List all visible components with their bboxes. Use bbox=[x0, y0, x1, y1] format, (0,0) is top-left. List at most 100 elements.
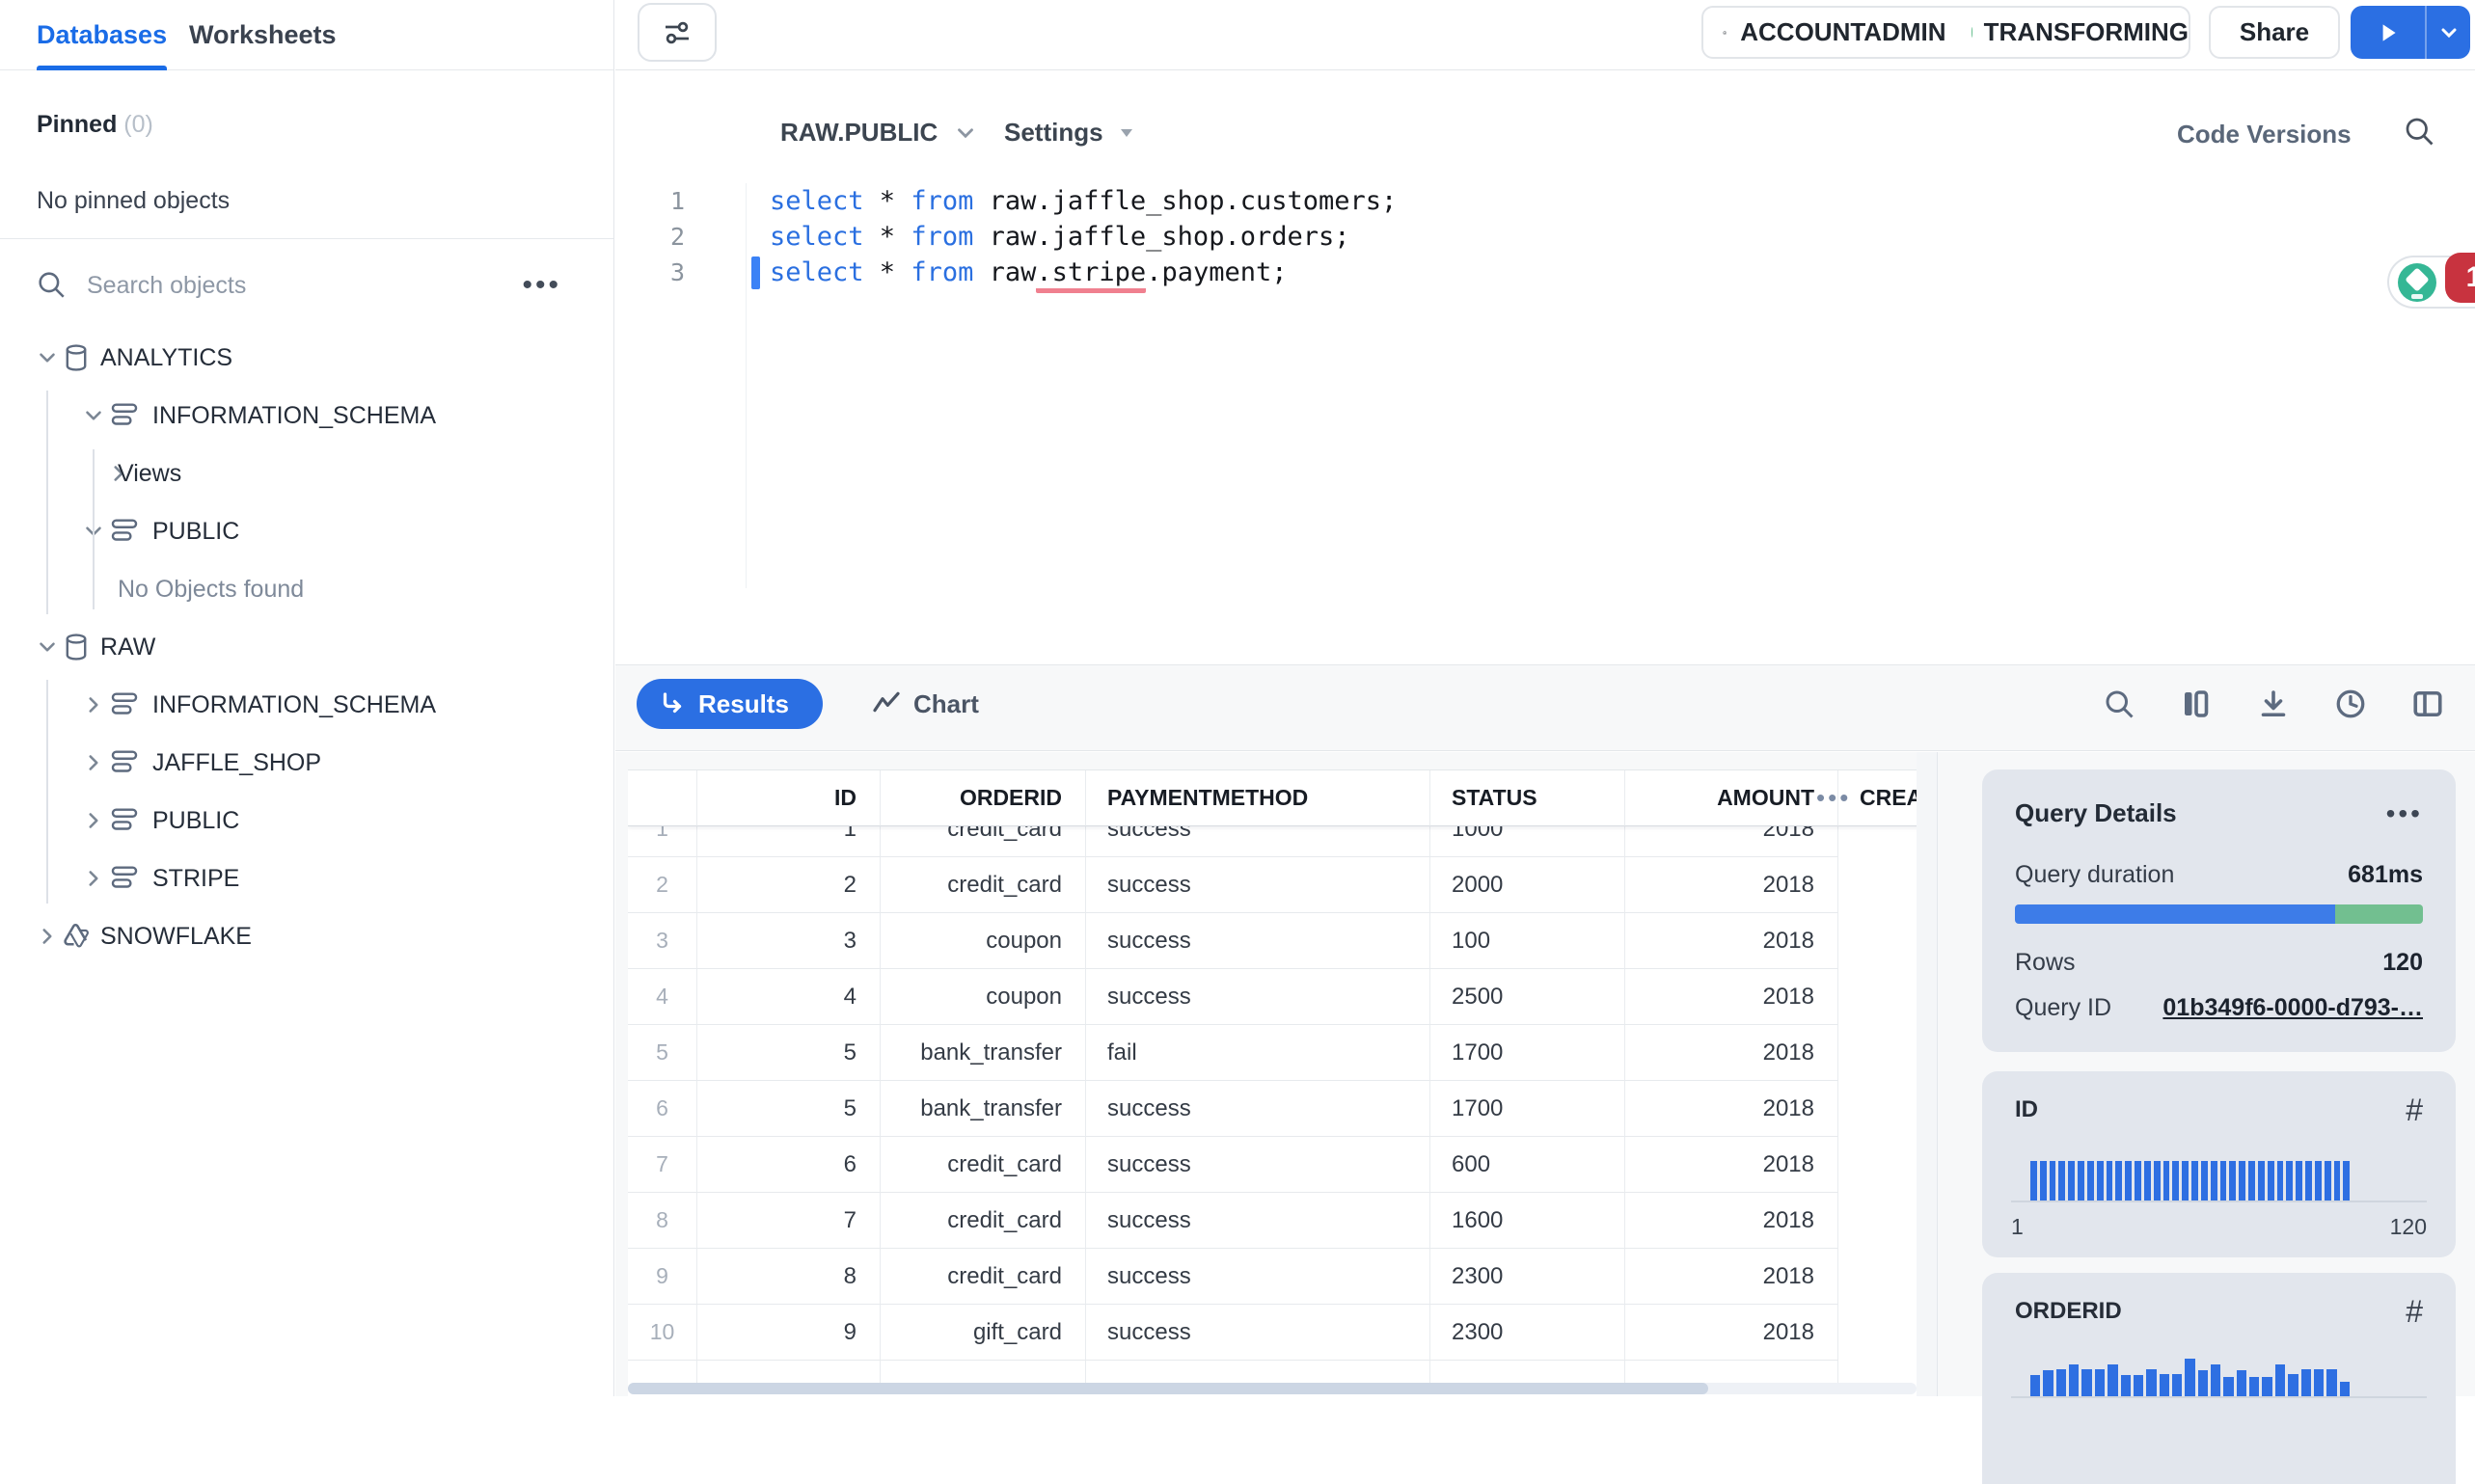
columns-icon[interactable] bbox=[2178, 686, 2215, 722]
tree-item-analytics[interactable]: ANALYTICS bbox=[0, 329, 613, 387]
cell-amount[interactable]: 2018 bbox=[1625, 913, 1838, 969]
cell-paymentmethod[interactable]: success bbox=[1086, 1193, 1430, 1249]
cell-paymentmethod[interactable]: success bbox=[1086, 1249, 1430, 1305]
cell-orderid[interactable]: bank_transfer bbox=[881, 1025, 1086, 1081]
cell-amount[interactable]: 2018 bbox=[1625, 1025, 1838, 1081]
chevron-down-icon[interactable] bbox=[81, 403, 106, 428]
cell-amount[interactable]: 2018 bbox=[1625, 1305, 1838, 1361]
code-line-1[interactable]: 1 select * from raw.jaffle_shop.customers… bbox=[615, 183, 2475, 219]
query-history-clock-icon[interactable] bbox=[2332, 686, 2369, 722]
chevron-down-icon[interactable] bbox=[35, 634, 60, 660]
chevron-right-icon[interactable] bbox=[81, 866, 106, 891]
tab-worksheets[interactable]: Worksheets bbox=[189, 0, 337, 70]
cell-amount[interactable]: 2018 bbox=[1625, 969, 1838, 1025]
share-button[interactable]: Share bbox=[2209, 6, 2340, 59]
cell-status[interactable]: 1700 bbox=[1430, 1081, 1625, 1137]
cell-paymentmethod[interactable]: success bbox=[1086, 913, 1430, 969]
code-line-3[interactable]: 3 select * from raw.stripe.payment; bbox=[615, 255, 2475, 293]
tree-item-public[interactable]: PUBLIC bbox=[0, 502, 613, 560]
chevron-right-icon[interactable] bbox=[81, 750, 106, 775]
database-schema-selector[interactable]: RAW.PUBLIC bbox=[780, 118, 978, 148]
tree-item-views[interactable]: Views bbox=[0, 445, 613, 502]
cell-amount[interactable]: 2018 bbox=[1625, 1193, 1838, 1249]
cell-paymentmethod[interactable]: success bbox=[1086, 1305, 1430, 1361]
cell-id[interactable]: 9 bbox=[697, 1305, 881, 1361]
cell-status[interactable]: 2000 bbox=[1430, 857, 1625, 913]
cell-id[interactable]: 8 bbox=[697, 1249, 881, 1305]
cell-id[interactable]: 1 bbox=[697, 826, 881, 857]
cell-id[interactable]: 6 bbox=[697, 1137, 881, 1193]
search-options-ellipsis-icon[interactable]: ••• bbox=[522, 269, 561, 301]
cell-orderid[interactable]: credit_card bbox=[881, 826, 1086, 857]
cell-id[interactable]: 3 bbox=[697, 913, 881, 969]
numeric-column-hash-icon[interactable]: # bbox=[2406, 1093, 2423, 1127]
cell-status[interactable]: 600 bbox=[1430, 1137, 1625, 1193]
cell-status[interactable]: 2500 bbox=[1430, 969, 1625, 1025]
cell-id[interactable]: 5 bbox=[697, 1081, 881, 1137]
cell-status[interactable]: 100 bbox=[1430, 913, 1625, 969]
editor-search-icon[interactable] bbox=[2402, 114, 2436, 148]
cell-paymentmethod[interactable]: success bbox=[1086, 826, 1430, 857]
cell-status[interactable]: 2300 bbox=[1430, 1249, 1625, 1305]
cell-amount[interactable]: 2018 bbox=[1625, 826, 1838, 857]
run-button[interactable] bbox=[2351, 6, 2427, 59]
context-selector-button[interactable]: ACCOUNTADMIN TRANSFORMING bbox=[1701, 6, 2190, 59]
tab-results[interactable]: Results bbox=[637, 679, 823, 729]
column-header-status[interactable]: STATUS bbox=[1430, 770, 1625, 826]
column-header-orderid[interactable]: ORDERID bbox=[881, 770, 1086, 826]
cell-id[interactable]: 7 bbox=[697, 1193, 881, 1249]
query-id-link[interactable]: 01b349f6-0000-d793-… bbox=[2162, 994, 2423, 1021]
cell-id[interactable]: 5 bbox=[697, 1025, 881, 1081]
tree-item-information-schema[interactable]: INFORMATION_SCHEMA bbox=[0, 387, 613, 445]
chevron-right-icon[interactable] bbox=[106, 461, 131, 486]
code-line-2[interactable]: 2 select * from raw.jaffle_shop.orders; bbox=[615, 219, 2475, 255]
cell-orderid[interactable]: bank_transfer bbox=[881, 1081, 1086, 1137]
cell-amount[interactable]: 2018 bbox=[1625, 1137, 1838, 1193]
cell-orderid[interactable]: coupon bbox=[881, 969, 1086, 1025]
cell-paymentmethod[interactable]: success bbox=[1086, 857, 1430, 913]
settings-dropdown[interactable]: Settings bbox=[1004, 118, 1136, 148]
row-number-header[interactable] bbox=[628, 770, 697, 826]
copilot-suggestion-pill[interactable]: 1 bbox=[2387, 253, 2475, 309]
cell-status[interactable]: 1700 bbox=[1430, 1025, 1625, 1081]
code-versions-link[interactable]: Code Versions bbox=[2177, 120, 2352, 148]
column-header-amount[interactable]: AMOUNT bbox=[1625, 770, 1838, 826]
cell-amount[interactable]: 2018 bbox=[1625, 1249, 1838, 1305]
tree-item-jaffle-shop[interactable]: JAFFLE_SHOP bbox=[0, 734, 613, 792]
cell-status[interactable]: 2300 bbox=[1430, 1305, 1625, 1361]
cell-orderid[interactable]: gift_card bbox=[881, 1305, 1086, 1361]
numeric-column-hash-icon[interactable]: # bbox=[2406, 1294, 2423, 1329]
column-header-id[interactable]: ID bbox=[697, 770, 881, 826]
cell-id[interactable]: 2 bbox=[697, 857, 881, 913]
cell-orderid[interactable]: credit_card bbox=[881, 1137, 1086, 1193]
cell-status[interactable]: 1600 bbox=[1430, 1193, 1625, 1249]
cell-paymentmethod[interactable]: success bbox=[1086, 1137, 1430, 1193]
tree-item-public[interactable]: PUBLIC bbox=[0, 792, 613, 850]
cell-amount[interactable]: 2018 bbox=[1625, 857, 1838, 913]
toggle-object-panel-button[interactable] bbox=[638, 3, 717, 62]
column-header-paymentmethod[interactable]: PAYMENTMETHOD bbox=[1086, 770, 1430, 826]
chevron-right-icon[interactable] bbox=[81, 808, 106, 833]
cell-paymentmethod[interactable]: success bbox=[1086, 1081, 1430, 1137]
query-details-menu-icon[interactable]: ••• bbox=[2385, 797, 2423, 828]
column-menu-ellipsis-icon[interactable]: ••• bbox=[1816, 783, 1852, 812]
cell-orderid[interactable]: credit_card bbox=[881, 1193, 1086, 1249]
cell-amount[interactable]: 2018 bbox=[1625, 1081, 1838, 1137]
split-panel-icon[interactable] bbox=[2409, 686, 2446, 722]
cell-orderid[interactable]: coupon bbox=[881, 913, 1086, 969]
cell-paymentmethod[interactable]: success bbox=[1086, 969, 1430, 1025]
cell-status[interactable]: 1000 bbox=[1430, 826, 1625, 857]
chevron-right-icon[interactable] bbox=[81, 692, 106, 717]
tree-item-raw[interactable]: RAW bbox=[0, 618, 613, 676]
cell-orderid[interactable]: credit_card bbox=[881, 857, 1086, 913]
code-area[interactable]: 1 select * from raw.jaffle_shop.customers… bbox=[615, 183, 2475, 646]
tree-item-snowflake[interactable]: SNOWFLAKE bbox=[0, 907, 613, 965]
column-header-created[interactable]: CREATED bbox=[1838, 770, 1917, 826]
cell-paymentmethod[interactable]: fail bbox=[1086, 1025, 1430, 1081]
cell-id[interactable]: 4 bbox=[697, 969, 881, 1025]
search-results-icon[interactable] bbox=[2101, 686, 2137, 722]
run-options-button[interactable] bbox=[2427, 6, 2470, 59]
chevron-down-icon[interactable] bbox=[35, 345, 60, 370]
tree-item-information-schema[interactable]: INFORMATION_SCHEMA bbox=[0, 676, 613, 734]
tree-item-stripe[interactable]: STRIPE bbox=[0, 850, 613, 907]
